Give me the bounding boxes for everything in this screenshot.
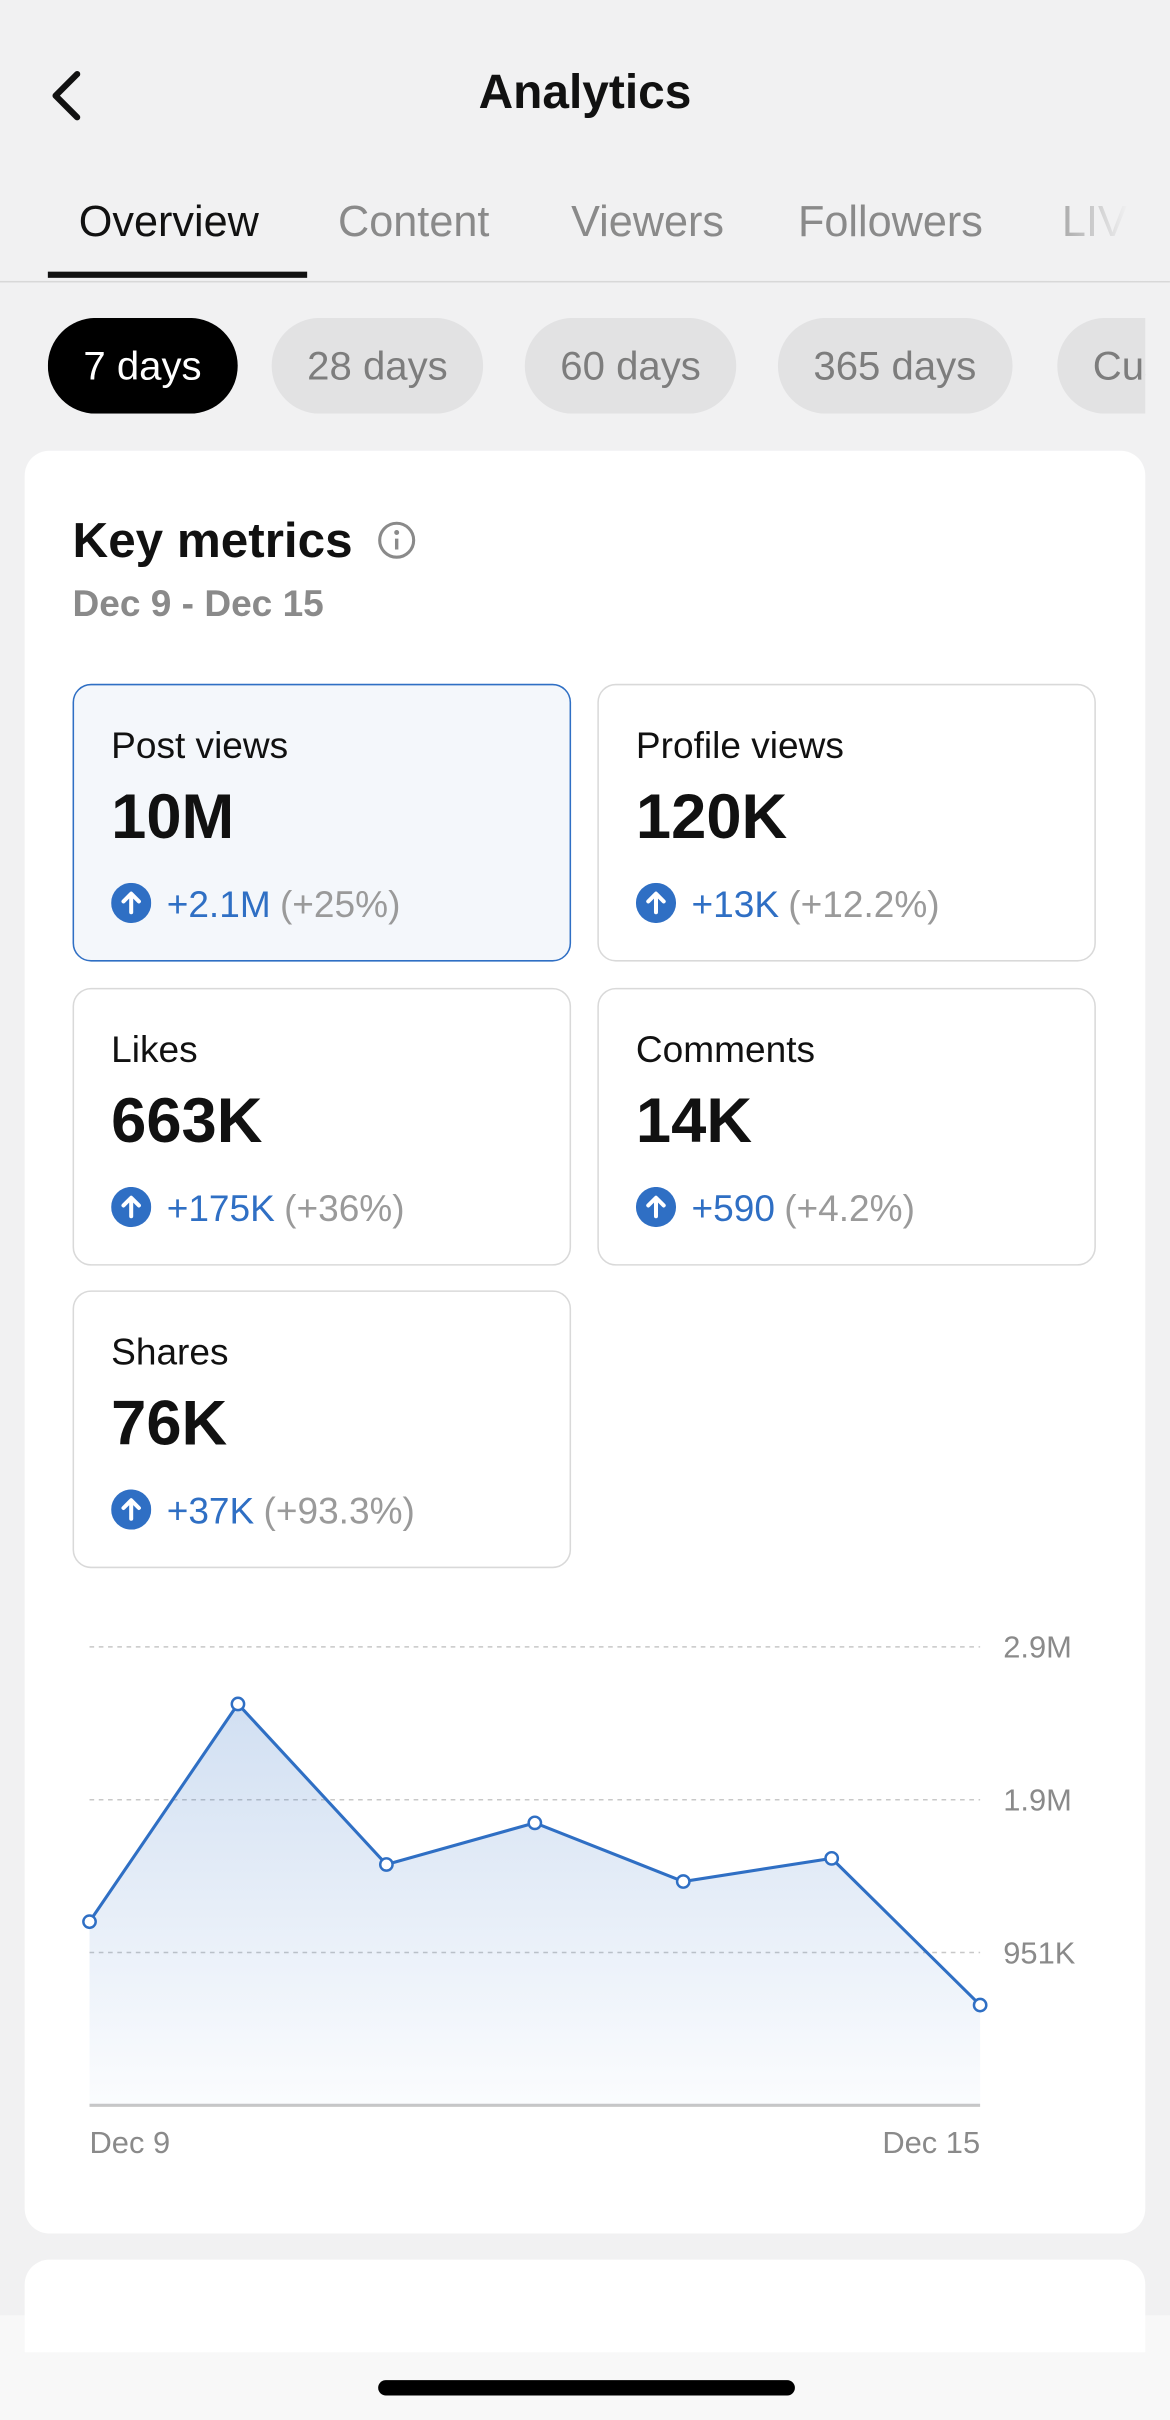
point	[230, 1696, 246, 1712]
metric-tile[interactable]: Comments 14K +590 (+4.2%)	[597, 987, 1096, 1265]
metric-label: Likes	[111, 1028, 198, 1071]
chart: 951K 1.9M 2.9M Dec 9 Dec 15	[82, 1630, 1076, 2160]
period-pill[interactable]: Custom	[1057, 317, 1146, 414]
period-pill[interactable]: 365 days	[777, 317, 1012, 414]
title: Analytics	[478, 64, 692, 119]
change-value: +590	[691, 1187, 775, 1230]
metric-label: Post views	[111, 725, 289, 768]
change-percent: (+25%)	[279, 884, 401, 927]
x-tick-label: Dec 15	[882, 2125, 980, 2160]
section-title: Key metrics	[73, 512, 419, 569]
change-value: +175K	[166, 1187, 275, 1230]
metric-value: 10M	[111, 781, 235, 853]
period-pill[interactable]: 60 days	[524, 317, 737, 414]
tab[interactable]: Viewers	[571, 197, 725, 246]
up-icon	[635, 1186, 677, 1227]
period-pills: 7 days 28 days 60 days 365 days Custom	[47, 317, 1146, 414]
metric-tile[interactable]: Post views 10M +2.1M (+25%)	[72, 683, 572, 962]
metric-label: Comments	[635, 1028, 816, 1071]
metric-change: +175K (+36%)	[111, 1186, 405, 1231]
point	[824, 1850, 840, 1866]
tab[interactable]: Followers	[797, 197, 983, 246]
metric-value: 76K	[111, 1387, 228, 1459]
tab[interactable]: Overview	[78, 197, 259, 246]
metric-value: 14K	[635, 1084, 753, 1156]
up-icon	[635, 882, 677, 924]
change-value: +13K	[691, 884, 780, 927]
tabs: OverviewContentViewersFollowersLIVE	[0, 185, 1170, 283]
y-tick-label: 1.9M	[1003, 1783, 1072, 1818]
metric-tile[interactable]: Profile views 120K +13K (+12.2%)	[597, 683, 1096, 962]
y-tick-label: 2.9M	[1003, 1630, 1072, 1665]
change-percent: (+4.2%)	[784, 1187, 915, 1230]
metric-change: +2.1M (+25%)	[111, 882, 401, 928]
date-range: Dec 9 - Dec 15	[72, 583, 324, 626]
y-tick-label: 951K	[1003, 1935, 1075, 1970]
period-pill[interactable]: 7 days	[47, 317, 238, 414]
point	[82, 1914, 97, 1930]
metric-tile[interactable]: Likes 663K +175K (+36%)	[72, 987, 572, 1265]
up-icon	[111, 882, 152, 924]
tab[interactable]: Content	[338, 197, 490, 246]
point	[675, 1874, 691, 1889]
period-pill[interactable]: 28 days	[271, 317, 484, 414]
home-indicator	[378, 2380, 795, 2396]
fade	[1031, 160, 1170, 281]
area	[89, 1703, 981, 2106]
x-tick-label: Dec 9	[90, 2125, 171, 2160]
change-percent: (+36%)	[284, 1187, 405, 1230]
change-percent: (+12.2%)	[788, 884, 940, 927]
metric-value: 120K	[635, 781, 788, 853]
metric-change: +13K (+12.2%)	[635, 882, 940, 928]
next-card	[24, 2259, 1146, 2353]
up-icon	[111, 1489, 152, 1530]
change-value: +2.1M	[166, 884, 271, 927]
tab-indicator	[47, 271, 308, 278]
change-percent: (+93.3%)	[263, 1491, 415, 1533]
point	[378, 1857, 394, 1872]
metric-change: +590 (+4.2%)	[635, 1186, 915, 1231]
info-icon[interactable]	[376, 519, 419, 562]
metric-tile[interactable]: Shares 76K +37K (+93.3%)	[72, 1290, 572, 1569]
metric-value: 663K	[111, 1084, 263, 1156]
up-icon	[111, 1186, 152, 1227]
back-button[interactable]	[43, 68, 89, 124]
point	[527, 1815, 543, 1831]
point	[972, 1997, 988, 2013]
key-metrics-card: Key metrics Dec 9 - Dec 15 Post views 10M…	[24, 450, 1146, 2234]
metric-label: Shares	[111, 1332, 229, 1374]
metric-label: Profile views	[635, 725, 844, 768]
change-value: +37K	[166, 1491, 255, 1533]
metric-change: +37K (+93.3%)	[111, 1489, 415, 1534]
section-title-text: Key metrics	[72, 512, 353, 569]
